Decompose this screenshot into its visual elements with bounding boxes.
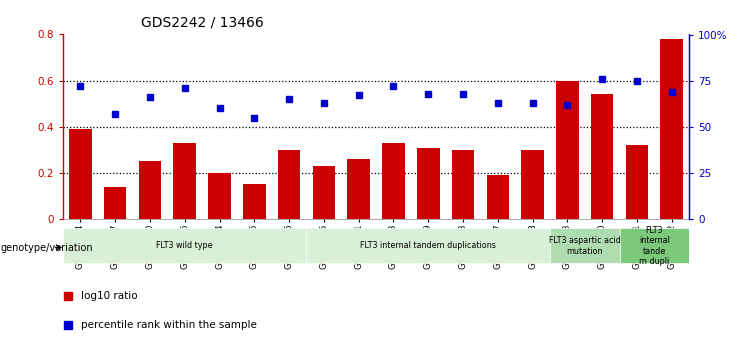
Bar: [550, 228, 619, 263]
Bar: [243, 185, 265, 219]
Bar: [313, 166, 335, 219]
Text: FLT3 aspartic acid
mutation: FLT3 aspartic acid mutation: [549, 236, 621, 256]
Bar: [139, 161, 162, 219]
Bar: [382, 143, 405, 219]
Bar: [591, 95, 614, 219]
Bar: [348, 159, 370, 219]
Bar: [208, 173, 231, 219]
Bar: [660, 39, 683, 219]
Bar: [619, 228, 689, 263]
Bar: [487, 175, 509, 219]
Bar: [278, 150, 300, 219]
Bar: [307, 228, 550, 263]
Text: FLT3 internal tandem duplications: FLT3 internal tandem duplications: [360, 241, 496, 250]
Bar: [63, 228, 307, 263]
Text: FLT3 wild type: FLT3 wild type: [156, 241, 213, 250]
Bar: [104, 187, 127, 219]
Bar: [173, 143, 196, 219]
Bar: [69, 129, 92, 219]
Bar: [417, 148, 439, 219]
Text: FLT3
internal
tande
m dupli: FLT3 internal tande m dupli: [639, 226, 670, 266]
Text: genotype/variation: genotype/variation: [1, 243, 93, 253]
Text: GDS2242 / 13466: GDS2242 / 13466: [141, 16, 264, 30]
Bar: [452, 150, 474, 219]
Text: percentile rank within the sample: percentile rank within the sample: [81, 320, 257, 330]
Text: log10 ratio: log10 ratio: [81, 291, 138, 301]
Bar: [556, 81, 579, 219]
Bar: [625, 145, 648, 219]
Bar: [521, 150, 544, 219]
